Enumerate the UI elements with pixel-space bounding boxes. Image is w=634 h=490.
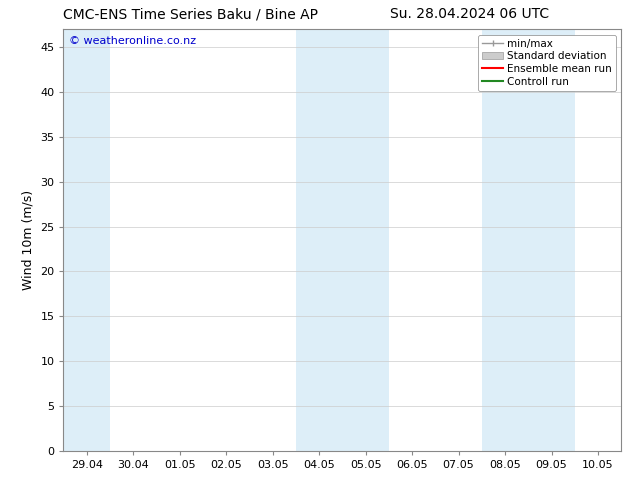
Text: © weatheronline.co.nz: © weatheronline.co.nz	[69, 36, 196, 46]
Text: Su. 28.04.2024 06 UTC: Su. 28.04.2024 06 UTC	[390, 7, 548, 22]
Bar	[63, 29, 110, 451]
Y-axis label: Wind 10m (m/s): Wind 10m (m/s)	[22, 190, 35, 290]
Text: CMC-ENS Time Series Baku / Bine AP: CMC-ENS Time Series Baku / Bine AP	[63, 7, 318, 22]
Bar	[296, 29, 389, 451]
Bar	[482, 29, 575, 451]
Legend: min/max, Standard deviation, Ensemble mean run, Controll run: min/max, Standard deviation, Ensemble me…	[478, 35, 616, 91]
